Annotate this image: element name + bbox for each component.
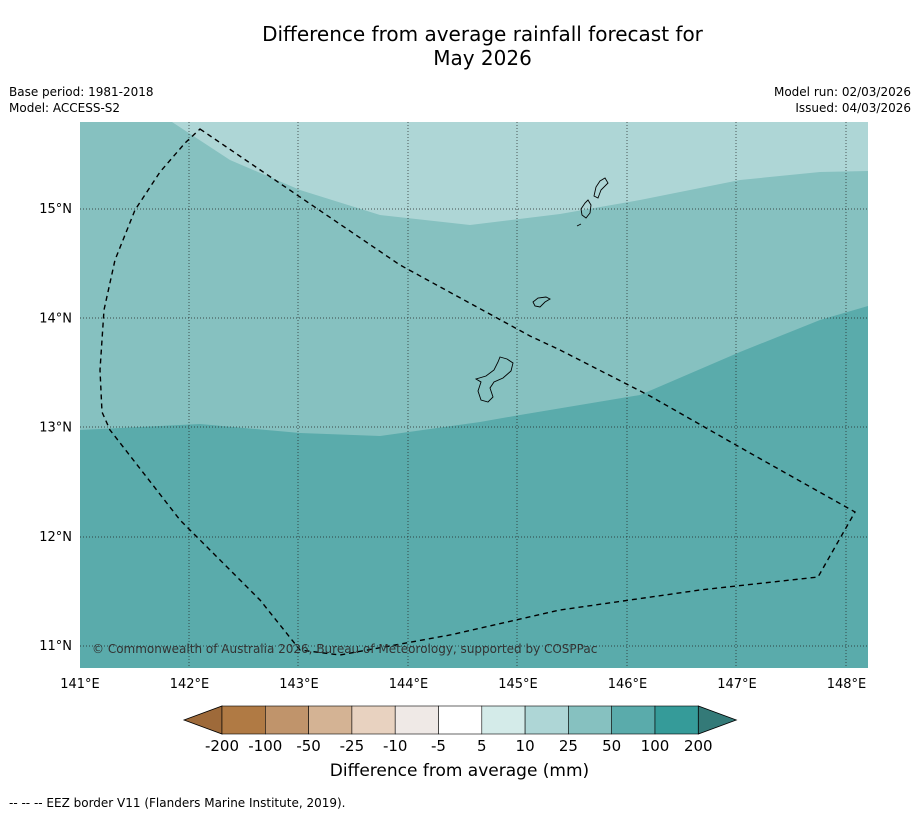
colorbar-swatch — [264, 705, 309, 735]
colorbar-tick-label: -5 — [431, 737, 446, 755]
graticule — [80, 122, 868, 668]
meta-right: Model run: 02/03/2026 Issued: 04/03/2026 — [774, 84, 911, 116]
title-line-1: Difference from average rainfall forecas… — [262, 22, 703, 46]
colorbar-label: Difference from average (mm) — [329, 761, 590, 781]
lat-tick-label: 13°N — [39, 421, 72, 436]
lon-tick-labels: 141°E 142°E 143°E 144°E 145°E 146°E 147°E 148°E — [60, 677, 866, 692]
colorbar-tick-label: -100 — [248, 737, 282, 755]
colorbar-tick-label: -50 — [296, 737, 321, 755]
colorbar-tick-label: -200 — [205, 737, 239, 755]
guam-island — [474, 356, 514, 403]
eez-border — [99, 128, 856, 656]
lat-tick-labels: 15°N 14°N 13°N 12°N 11°N — [39, 202, 72, 654]
tinian-island — [580, 199, 592, 219]
colorbar-swatch — [221, 705, 266, 735]
band-25-50 — [80, 122, 868, 436]
lon-tick-label: 147°E — [717, 677, 757, 692]
colorbar-swatch — [611, 705, 656, 735]
lon-tick-label: 148°E — [827, 677, 867, 692]
lon-tick-label: 143°E — [279, 677, 319, 692]
colorbar-swatch — [524, 705, 569, 735]
colorbar-tick-label: -25 — [340, 737, 365, 755]
saipan-island — [593, 177, 609, 199]
colorbar-tick-label: 50 — [602, 737, 621, 755]
colorbar: -200 -100 -50 -25 -10 -5 5 10 25 50 100 200 — [182, 705, 738, 755]
meta-left: Base period: 1981-2018 Model: ACCESS-S2 — [9, 84, 154, 116]
colorbar-swatch — [481, 705, 526, 735]
base-period: Base period: 1981-2018 — [9, 85, 154, 99]
band-10-25 — [172, 122, 868, 225]
map-plot-area: © Commonwealth of Australia 2026, Bureau… — [80, 122, 868, 668]
colorbar-tick-label: -10 — [383, 737, 408, 755]
model-run: Model run: 02/03/2026 — [773, 85, 911, 99]
colorbar-swatch — [568, 705, 613, 735]
lon-tick-label: 146°E — [608, 677, 648, 692]
colorbar-extend-high — [697, 705, 738, 735]
colorbar-tick-label: 25 — [559, 737, 578, 755]
issued-date: Issued: 04/03/2026 — [795, 101, 911, 115]
lat-tick-label: 15°N — [39, 202, 72, 217]
colorbar-swatch — [654, 705, 699, 735]
lon-tick-label: 142°E — [170, 677, 210, 692]
lon-tick-label: 145°E — [498, 677, 538, 692]
aguijan-island — [576, 223, 582, 227]
map-title: Difference from average rainfall forecas… — [0, 22, 919, 70]
rota-island — [532, 296, 551, 308]
lat-tick-label: 14°N — [39, 311, 72, 326]
lat-tick-label: 11°N — [39, 639, 72, 654]
eez-footnote: -- -- -- EEZ border V11 (Flanders Marine… — [9, 796, 346, 810]
islands — [474, 177, 609, 403]
colorbar-tick-label: 10 — [516, 737, 535, 755]
model-name: Model: ACCESS-S2 — [9, 101, 121, 115]
colorbar-swatch — [438, 705, 483, 735]
lat-tick-label: 12°N — [39, 530, 72, 545]
lon-tick-label: 144°E — [389, 677, 429, 692]
colorbar-swatch — [308, 705, 353, 735]
lon-tick-label: 141°E — [60, 677, 100, 692]
colorbar-tick-label: 100 — [641, 737, 670, 755]
colorbar-tick-label: 5 — [477, 737, 487, 755]
colorbar-extend-low — [182, 705, 223, 735]
title-line-2: May 2026 — [433, 46, 532, 70]
colorbar-swatch — [394, 705, 439, 735]
copyright-text: © Commonwealth of Australia 2026, Bureau… — [92, 642, 597, 656]
colorbar-swatch — [351, 705, 396, 735]
colorbar-tick-label: 200 — [684, 737, 713, 755]
